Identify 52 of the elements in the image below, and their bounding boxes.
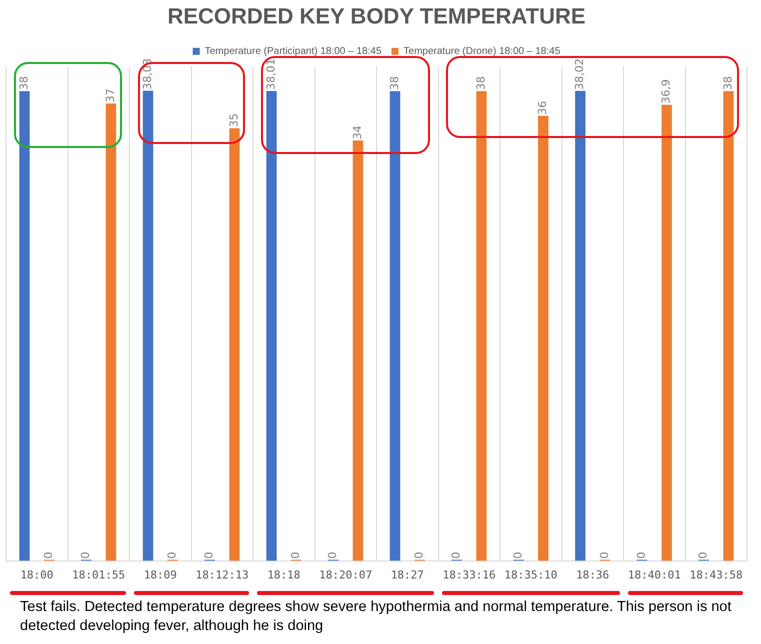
data-label: 37 bbox=[104, 88, 117, 102]
bar bbox=[723, 91, 734, 561]
x-tick-label: 18:27 bbox=[390, 568, 424, 582]
data-label: 0 bbox=[202, 552, 216, 559]
x-tick-label: 18:18 bbox=[267, 568, 300, 582]
data-label: 0 bbox=[42, 552, 56, 559]
bar bbox=[575, 90, 586, 561]
x-tick-label: 18:35:10 bbox=[504, 568, 558, 582]
x-tick-label: 18:20:07 bbox=[319, 568, 372, 582]
data-label: 0 bbox=[412, 552, 426, 559]
x-tick-label: 18:00 bbox=[20, 568, 54, 582]
data-label: 0 bbox=[79, 552, 92, 559]
data-label: 0 bbox=[326, 552, 340, 559]
bar bbox=[390, 91, 400, 561]
data-label: 38 bbox=[474, 76, 488, 90]
data-label: 36 bbox=[536, 100, 550, 115]
data-label: 0 bbox=[598, 552, 611, 559]
bar bbox=[142, 90, 154, 561]
data-label: 36,9 bbox=[660, 79, 673, 104]
bar bbox=[476, 91, 487, 561]
text: Test fails. Detected temperature degrees show severe hypothermia and normal temperature. This person is not detected developing fever, although he is doing bbox=[20, 598, 732, 636]
legend-label: Temperature (Drone) 18:00 – 18:45 bbox=[404, 46, 561, 58]
bar bbox=[19, 91, 30, 561]
data-label: 38,02 bbox=[573, 58, 586, 90]
data-label: 38,01 bbox=[264, 58, 278, 90]
data-label: 0 bbox=[634, 552, 648, 559]
data-label: 0 bbox=[166, 552, 179, 559]
x-tick-label: 18:33:16 bbox=[442, 568, 496, 582]
data-label: 0 bbox=[511, 552, 524, 559]
data-label: 34 bbox=[350, 126, 364, 140]
x-tick-label: 18:09 bbox=[144, 568, 177, 582]
data-label: 35 bbox=[227, 113, 240, 128]
bar bbox=[229, 128, 240, 561]
bar bbox=[662, 104, 672, 561]
data-label: 0 bbox=[450, 552, 463, 559]
data-label: 38,03 bbox=[140, 58, 154, 90]
legend-label: Temperature (Participant) 18:00 – 18:45 bbox=[204, 46, 382, 58]
x-tick-label: 18:36 bbox=[576, 568, 610, 582]
data-label: 38 bbox=[721, 76, 734, 90]
data-label: 0 bbox=[289, 552, 302, 559]
x-tick-label: 18:01:55 bbox=[72, 568, 126, 582]
bar bbox=[106, 103, 116, 561]
bar bbox=[352, 140, 364, 561]
bar bbox=[266, 90, 277, 561]
data-label: 38 bbox=[388, 76, 401, 90]
data-label: 38 bbox=[17, 76, 30, 90]
x-tick-label: 18:12:13 bbox=[196, 568, 249, 582]
x-tick-label: 18:43:58 bbox=[690, 568, 743, 582]
bar bbox=[538, 116, 548, 561]
chart-title: RECORDED KEY BODY TEMPERATURE bbox=[167, 3, 586, 28]
data-label: 0 bbox=[696, 552, 710, 559]
x-tick-label: 18:40:01 bbox=[628, 568, 681, 582]
